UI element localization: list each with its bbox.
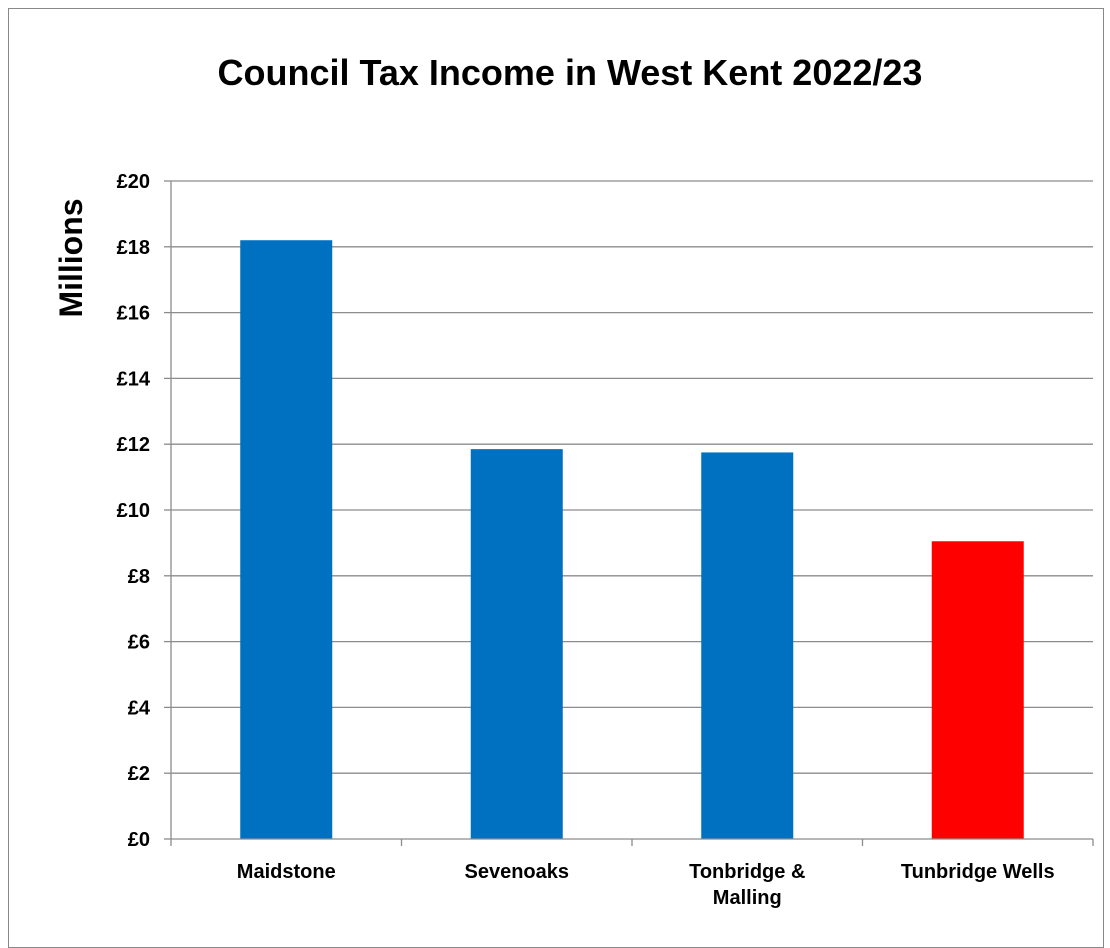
y-tick-label: £14 [117,368,151,390]
y-tick-label: £16 [117,303,150,325]
bar-1 [470,449,563,839]
y-tick-label: £20 [117,171,150,193]
y-tick-label: £6 [128,632,150,654]
y-tick-label: £8 [128,566,150,588]
y-tick-label: £18 [117,237,150,259]
bar-3 [931,541,1024,839]
y-tick-label: £0 [128,829,150,851]
x-tick-label: Maidstone [237,861,336,883]
y-tick-label: £4 [128,697,151,719]
bar-0 [240,240,333,840]
x-tick-label: Tonbridge & Malling [689,861,805,909]
y-axis-label: Millions [53,198,89,317]
bar-2 [701,452,794,839]
y-tick-label: £12 [117,434,150,456]
y-tick-label: £2 [128,763,150,785]
chart-title: Council Tax Income in West Kent 2022/23 [217,52,923,93]
x-tick-label: Tunbridge Wells [901,861,1055,883]
x-tick-label: Sevenoaks [464,861,569,883]
x-tick-labels: Maidstone Sevenoaks Tonbridge & Malling Tunb… [237,861,1055,909]
y-tick-label: £10 [117,500,150,522]
axes [164,180,1094,846]
chart-plot: £0 £2 £4 £6 £8 £10 £12 £14 £16 £18 £20 Maidstone Se… [53,171,1094,909]
y-tick-labels: £0 £2 £4 £6 £8 £10 £12 £14 £16 £18 £20 [117,171,151,851]
bars [240,240,1024,840]
